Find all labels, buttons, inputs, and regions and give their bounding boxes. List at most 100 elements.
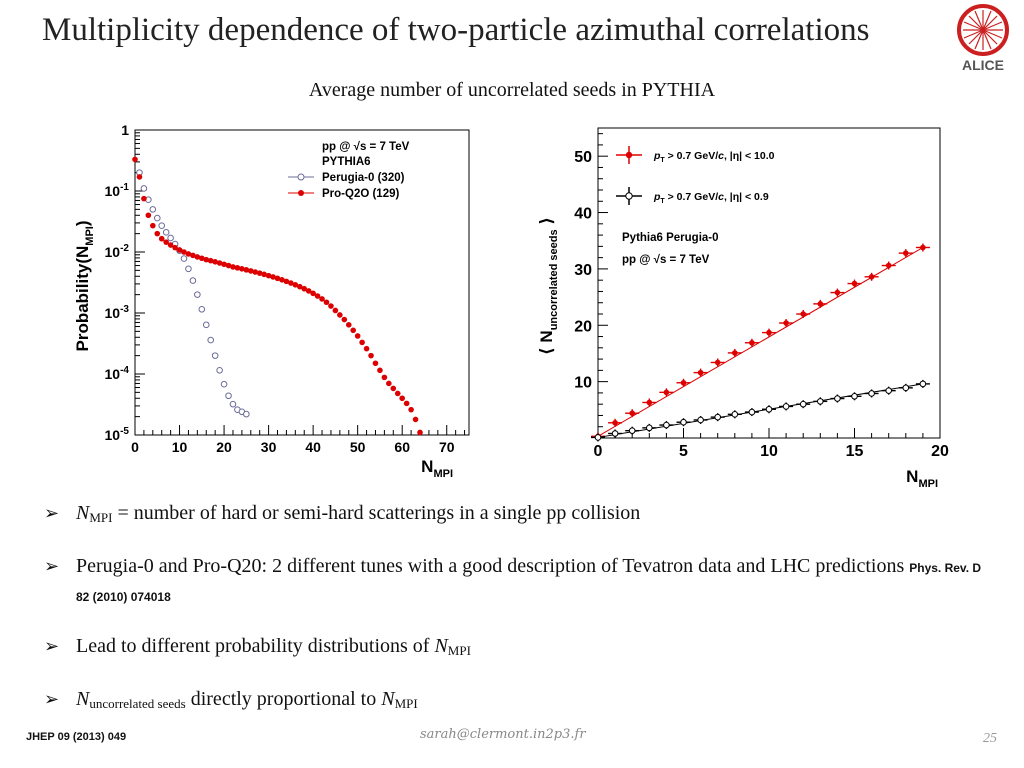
y-tick-label: 10-2 — [105, 243, 130, 260]
proq2o-point — [314, 293, 321, 299]
proq2o-point — [394, 390, 401, 397]
eta09-point — [885, 387, 893, 394]
proq2o-point — [296, 283, 303, 290]
x-tick-label: 20 — [216, 439, 232, 455]
x-tick-label: 5 — [679, 443, 688, 460]
proq2o-point — [274, 275, 281, 282]
legend-marker-eta10 — [625, 151, 633, 159]
eta10-point — [817, 301, 824, 307]
proq2o-point — [368, 352, 374, 359]
uncorrelated-seeds-chart: 0 5 10 15 20 10 20 30 40 50 ⟨ Nuncorrelated seeds… — [530, 118, 960, 498]
footer-reference: JHEP 09 (2013) 049 — [26, 731, 127, 743]
y-axis-label: Probability(NMPI) — [73, 220, 96, 351]
eta09-point — [697, 416, 704, 424]
proq2o-point — [207, 257, 214, 264]
eta10-fit-line — [597, 247, 924, 437]
proq2o-point — [234, 265, 241, 271]
legend-header-generator: PYTHIA6 — [322, 156, 371, 168]
eta09-point — [731, 411, 739, 418]
proq2o-point — [270, 274, 276, 280]
chart-legend: pT > 0.7 GeV/c, |η| < 10.0 pT > 0.7 GeV/… — [616, 146, 775, 266]
annotation-generator: Pythia6 Perugia-0 — [622, 232, 719, 244]
eta10-point — [714, 359, 721, 366]
legend-marker-eta09 — [625, 192, 633, 200]
proq2o-point — [247, 268, 254, 274]
x-axis-label: NMPI — [906, 467, 938, 490]
eta10-point — [646, 399, 653, 406]
proq2o-point — [403, 400, 410, 407]
y-tick-label: 10-3 — [105, 304, 130, 321]
bullet-item: ➢ Perugia-0 and Pro-Q20: 2 different tun… — [44, 553, 984, 611]
perugia-point — [149, 206, 157, 213]
legend-label-eta10: pT > 0.7 GeV/c, |η| < 10.0 — [653, 150, 775, 164]
proq2o-point — [163, 239, 169, 245]
reference-citation: Phys. Rev. D 82 (2010) 074018 — [76, 561, 982, 604]
eta09-point — [765, 405, 773, 413]
proq2o-point — [328, 303, 334, 309]
proq2o-point — [150, 222, 156, 229]
legend-marker-perugia — [297, 173, 305, 181]
eta09-point — [799, 400, 807, 408]
eta10-point — [885, 262, 892, 269]
bullet-text: = number of hard or semi-hard scattering… — [112, 502, 641, 524]
proq2o-point — [167, 242, 174, 248]
perugia-point — [202, 321, 210, 329]
proq2o-point — [283, 278, 290, 285]
perugia-point — [162, 229, 170, 236]
perugia-point — [225, 392, 232, 400]
eta09-point — [919, 380, 927, 388]
perugia-point — [207, 336, 215, 344]
x-tick-label: 0 — [131, 439, 139, 455]
nseeds-subscript: uncorrelated seeds — [89, 696, 186, 711]
perugia-point — [211, 352, 219, 359]
eta09-point — [868, 390, 875, 397]
arrow-bullet-icon: ➢ — [44, 689, 60, 709]
perugia-point — [153, 214, 161, 222]
alice-logo: ALICE — [955, 2, 1017, 74]
nmpi-subscript: MPI — [89, 510, 113, 525]
plot-frame — [597, 127, 941, 439]
proq2o-point — [319, 296, 325, 302]
proq2o-point — [412, 416, 419, 423]
proq2o-point — [337, 312, 343, 318]
proq2o-point — [372, 360, 379, 367]
eta10-point — [920, 244, 926, 251]
proq2o-point — [265, 272, 272, 279]
proq2o-point — [323, 299, 330, 306]
nmpi-symbol: N — [381, 688, 395, 710]
bullet-item: ➢ Nuncorrelated seeds directly proportio… — [44, 686, 984, 717]
x-tick-label: 70 — [439, 439, 455, 455]
eta10-point — [749, 339, 755, 346]
nseeds-symbol: N — [76, 688, 90, 710]
nmpi-subscript: MPI — [394, 696, 418, 711]
proq2o-point — [203, 256, 210, 263]
eta10-point — [680, 379, 687, 386]
proq2o-point — [243, 267, 250, 273]
perugia-point — [216, 366, 223, 374]
bullet-item: ➢ Lead to different probability distribu… — [44, 633, 984, 664]
eta09-point — [594, 434, 602, 441]
eta10-point — [868, 274, 875, 280]
proq2o-point — [216, 260, 223, 266]
bullet-text: Lead to different probability distributi… — [76, 635, 435, 657]
eta09-point — [748, 408, 756, 416]
proq2o-point — [190, 252, 196, 259]
eta09-point — [680, 418, 687, 426]
proq2o-point — [252, 269, 259, 275]
chart-legend: pp @ √s = 7 TeV PYTHIA6 Perugia-0 (320) … — [288, 140, 410, 200]
proq2o-point — [239, 266, 245, 272]
x-tick-label: 10 — [760, 443, 778, 460]
perugia-point — [243, 410, 250, 418]
y-tick-label: 10-5 — [105, 426, 130, 443]
proq2o-point — [305, 288, 312, 294]
proq2o-point — [181, 249, 187, 255]
y-tick-label: 1 — [121, 122, 129, 138]
nmpi-subscript: MPI — [447, 643, 471, 658]
x-tick-label: 10 — [172, 439, 188, 455]
proq2o-point — [301, 285, 308, 292]
proq2o-point — [377, 367, 383, 374]
proq2o-point — [158, 235, 165, 242]
perugia-point — [189, 277, 197, 284]
proq2o-point — [363, 345, 370, 352]
perugia-point — [220, 380, 228, 388]
